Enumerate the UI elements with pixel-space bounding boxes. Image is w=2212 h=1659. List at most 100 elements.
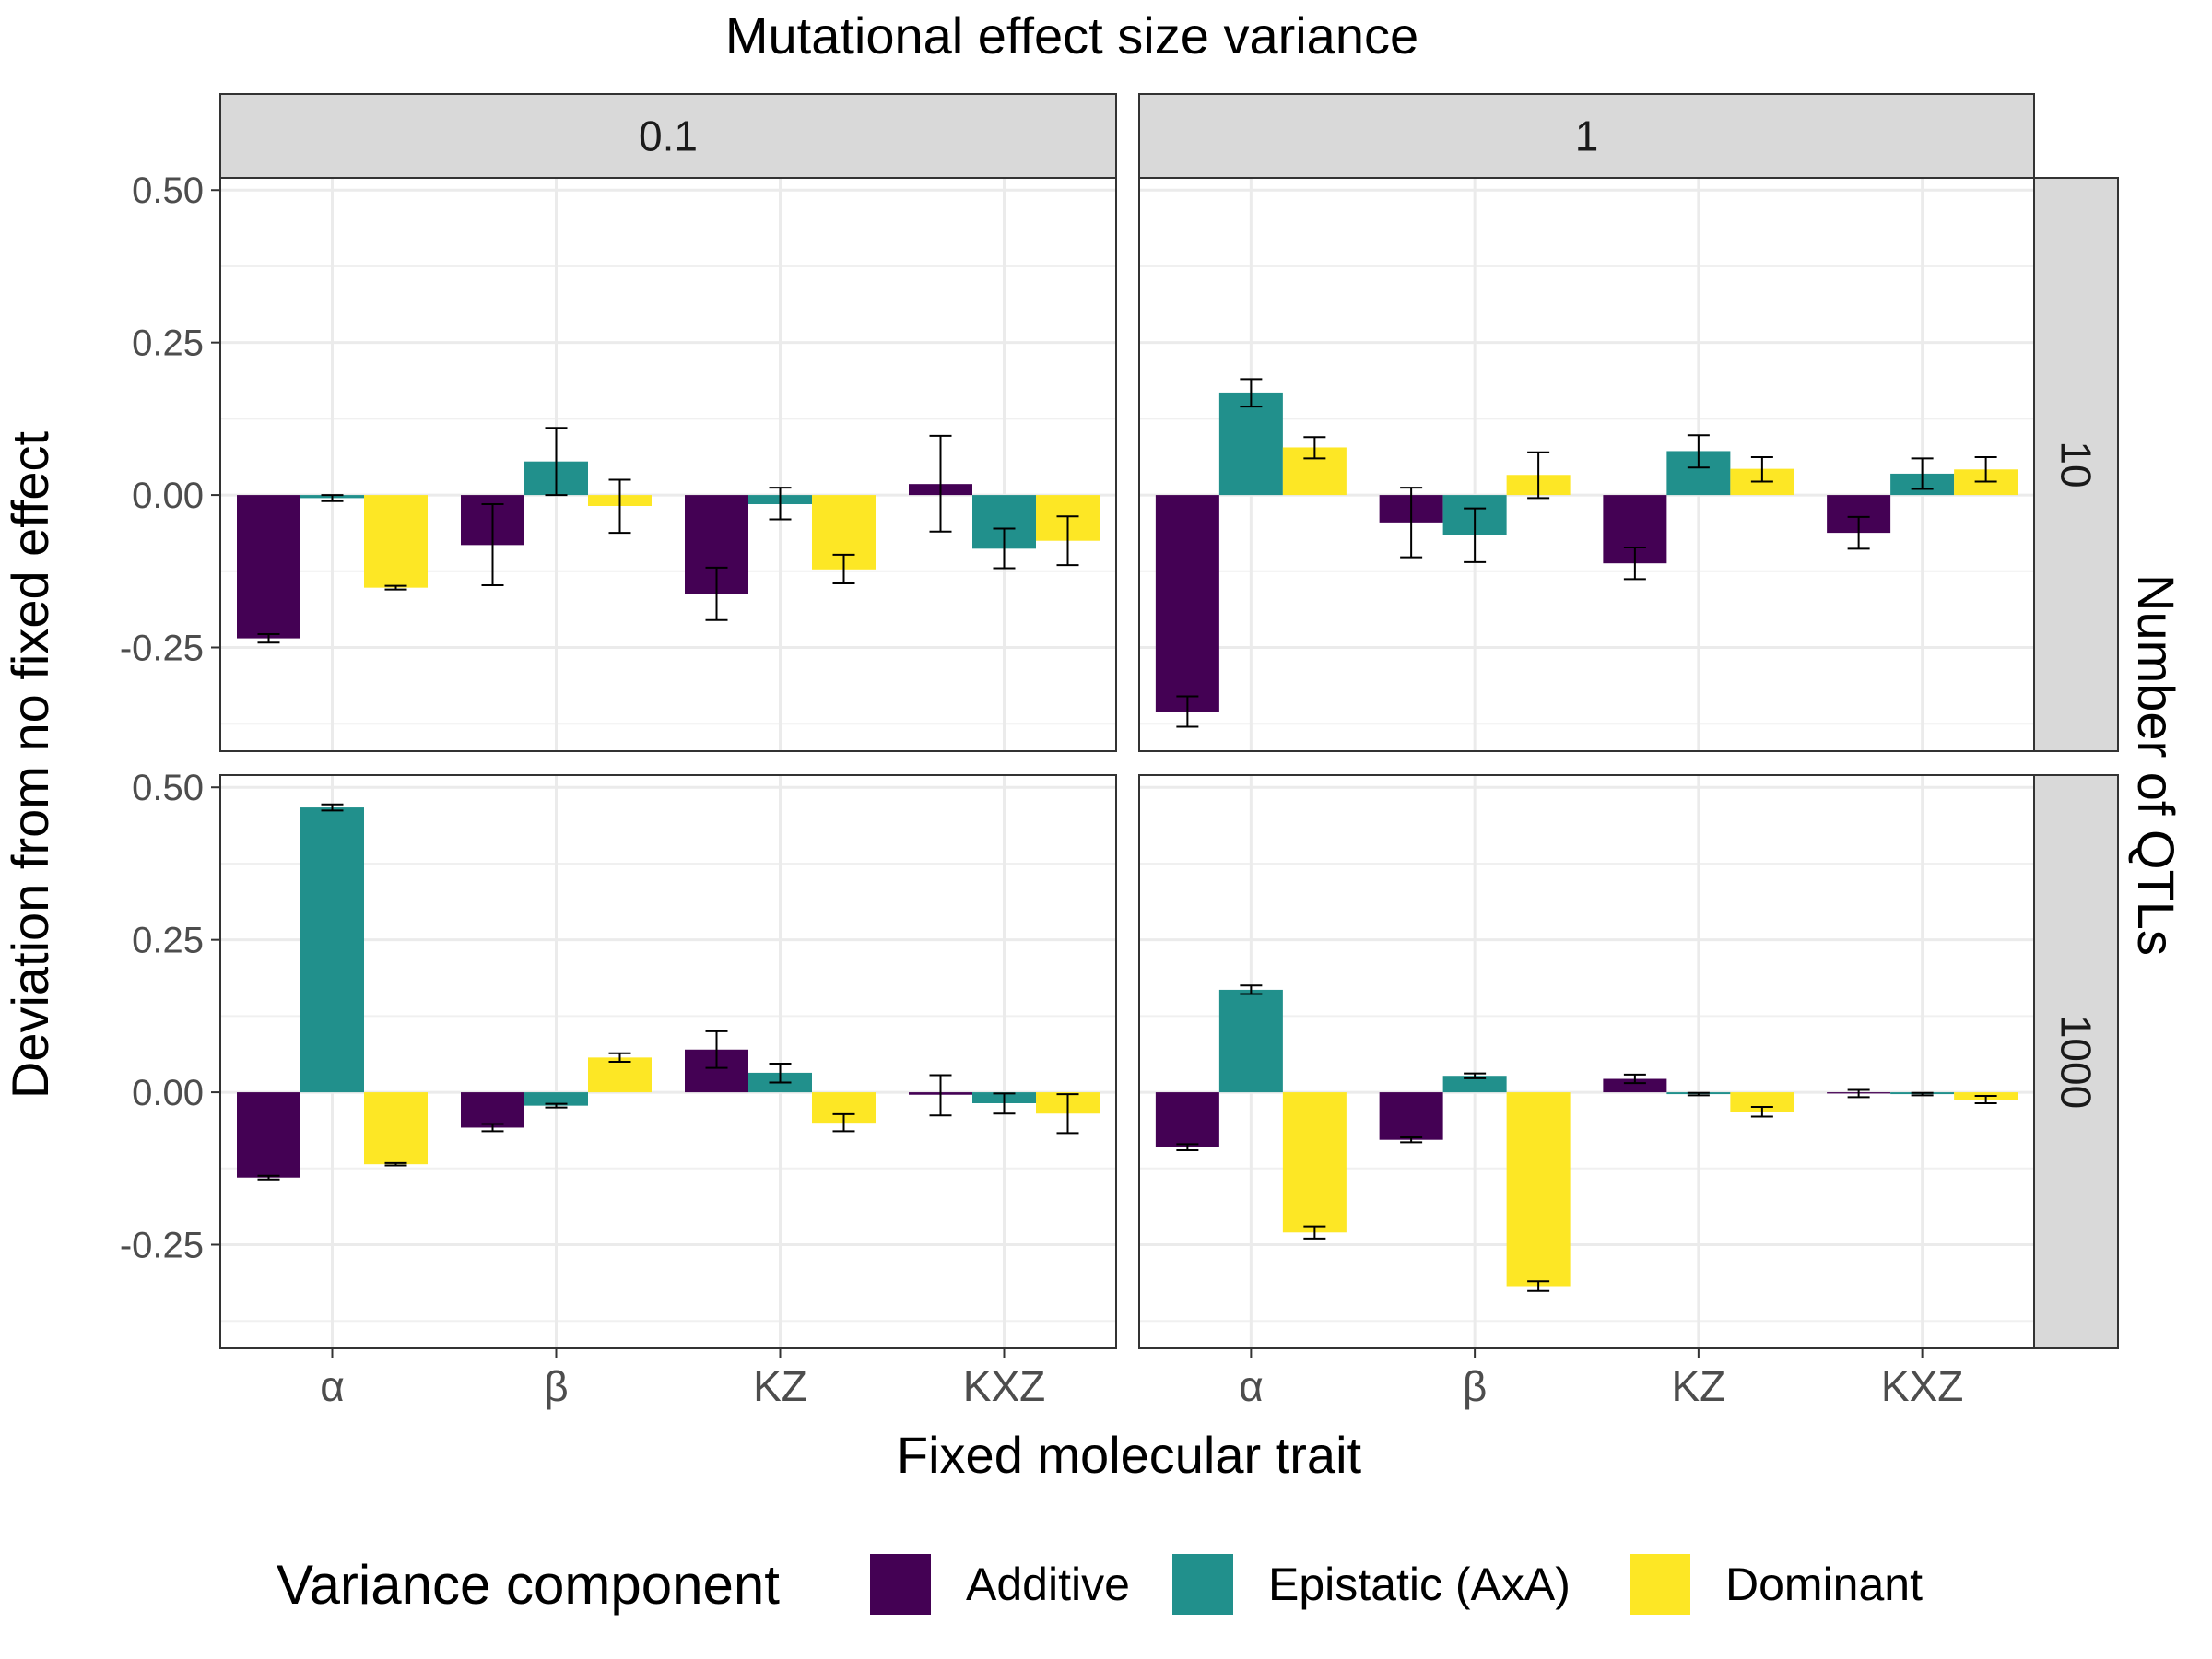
bar-epistatic-axa-β bbox=[1442, 1076, 1507, 1093]
error-bar-epistatic-axa-kz bbox=[769, 1062, 792, 1084]
bar-additive-α bbox=[1155, 495, 1219, 712]
legend-label-dominant: Dominant bbox=[1725, 1559, 1923, 1610]
y-tick-label: 0.25 bbox=[132, 324, 204, 364]
error-bar-epistatic-axa-kxz bbox=[1911, 457, 1934, 490]
error-bar-epistatic-axa-β bbox=[545, 427, 568, 497]
error-bar-epistatic-axa-kz bbox=[1687, 1091, 1710, 1097]
legend-title: Variance component bbox=[276, 1554, 780, 1616]
error-bar-additive-β bbox=[1400, 487, 1423, 559]
error-bar-dominant-α bbox=[1303, 1225, 1326, 1240]
col-facet-label-0-1: 0.1 bbox=[639, 112, 698, 160]
error-bar-dominant-α bbox=[1303, 436, 1326, 460]
error-bar-dominant-β bbox=[1527, 1280, 1550, 1292]
row-facet-label-10: 10 bbox=[2053, 441, 2100, 488]
row-facet-label-1000: 1000 bbox=[2053, 1015, 2100, 1109]
row-facet-strip-1000 bbox=[2033, 774, 2119, 1349]
error-bar-additive-α bbox=[257, 1174, 280, 1181]
y-tick-label: 0.50 bbox=[132, 171, 204, 211]
y-tick-label: -0.25 bbox=[120, 1226, 204, 1266]
error-bar-additive-kz bbox=[1623, 546, 1646, 581]
error-bar-dominant-kz bbox=[832, 553, 855, 585]
legend-item-additive: Additive bbox=[870, 1554, 1130, 1615]
error-bar-additive-kz bbox=[1623, 1073, 1646, 1085]
error-bar-epistatic-axa-kz bbox=[769, 487, 792, 521]
panel-1-1000-background bbox=[1139, 775, 2034, 1348]
error-bar-dominant-kz bbox=[1750, 1105, 1773, 1118]
bar-additive-α bbox=[237, 495, 300, 639]
legend-swatch-dominant bbox=[1630, 1554, 1690, 1615]
panel-1-1000: α β KZ KXZ bbox=[1138, 774, 2035, 1410]
x-tick-label-kz: KZ bbox=[1671, 1362, 1725, 1410]
y-tick-label: 0.00 bbox=[132, 1073, 204, 1113]
error-bar-dominant-β bbox=[1527, 451, 1550, 500]
error-bar-additive-β bbox=[481, 503, 504, 587]
bar-additive-α bbox=[1155, 1092, 1219, 1147]
error-bar-dominant-α bbox=[384, 1161, 407, 1167]
error-bar-epistatic-axa-β bbox=[545, 1102, 568, 1109]
error-bar-dominant-α bbox=[384, 584, 407, 591]
bar-dominant-kz bbox=[1730, 1092, 1794, 1112]
chart-title: Mutational effect size variance bbox=[725, 6, 1418, 65]
error-bar-epistatic-axa-β bbox=[1464, 1072, 1487, 1079]
bar-dominant-α bbox=[364, 495, 428, 588]
bar-additive-β bbox=[1379, 1092, 1443, 1140]
error-bar-dominant-β bbox=[608, 478, 631, 535]
bar-dominant-β bbox=[1506, 1092, 1571, 1287]
y-tick-label: 0.25 bbox=[132, 921, 204, 961]
error-bar-epistatic-axa-kz bbox=[1687, 434, 1710, 469]
col-facet-strip-1 bbox=[1138, 93, 2035, 179]
x-tick-label-α: α bbox=[320, 1362, 345, 1410]
legend: Variance component Additive Epistatic (Ax… bbox=[276, 1554, 1923, 1616]
error-bar-dominant-β bbox=[608, 1052, 631, 1063]
bar-additive-α bbox=[237, 1092, 300, 1178]
error-bar-additive-β bbox=[1400, 1136, 1423, 1144]
panel-1-1000-border bbox=[1138, 774, 2035, 1349]
error-bar-dominant-kxz bbox=[1974, 456, 1997, 483]
bar-epistatic-axa-α bbox=[1218, 989, 1283, 1093]
error-bar-additive-kxz bbox=[1847, 515, 1870, 550]
row-facet-title: Number of QTLs bbox=[2127, 574, 2185, 956]
bar-epistatic-axa-α bbox=[1218, 392, 1283, 496]
error-bar-epistatic-axa-α bbox=[321, 494, 344, 502]
x-tick-label-β: β bbox=[544, 1362, 568, 1410]
error-bar-dominant-kxz bbox=[1974, 1095, 1997, 1104]
panel-1-10-border bbox=[1138, 177, 2035, 752]
legend-item-dominant: Dominant bbox=[1630, 1554, 1923, 1615]
bar-additive-β bbox=[461, 1092, 524, 1128]
row-facet-strip-10 bbox=[2033, 177, 2119, 752]
error-bar-dominant-kxz bbox=[1056, 1093, 1079, 1135]
error-bar-epistatic-axa-kxz bbox=[993, 1092, 1016, 1115]
panel-0-1-10: 0.50 0.25 0.00 -0.25 bbox=[120, 171, 1117, 752]
x-tick-label-α: α bbox=[1239, 1362, 1264, 1410]
legend-item-epistatic-axa: Epistatic (AxA) bbox=[1172, 1554, 1571, 1615]
y-tick-label: 0.00 bbox=[132, 476, 204, 516]
error-bar-additive-kxz bbox=[929, 434, 952, 533]
error-bar-epistatic-axa-α bbox=[1240, 984, 1263, 995]
y-tick-label: -0.25 bbox=[120, 629, 204, 669]
bar-dominant-α bbox=[364, 1092, 428, 1165]
x-tick-label-kxz: KXZ bbox=[963, 1362, 1045, 1410]
error-bar-additive-α bbox=[1176, 1143, 1199, 1151]
bar-epistatic-axa-α bbox=[300, 807, 364, 1093]
panel-0-1-10-background bbox=[220, 178, 1116, 751]
panel-1-10 bbox=[1138, 177, 2035, 752]
error-bar-additive-α bbox=[257, 632, 280, 644]
panel-0-1-1000: 0.50 0.25 0.00 -0.25 α β KZ KXZ bbox=[120, 768, 1117, 1410]
y-tick-label: 0.50 bbox=[132, 768, 204, 808]
bar-epistatic-axa-β bbox=[524, 1092, 588, 1106]
col-facet-label-1: 1 bbox=[1575, 112, 1599, 160]
error-bar-additive-kz bbox=[705, 1030, 728, 1069]
bar-dominant-α bbox=[1282, 1092, 1347, 1233]
x-tick-label-β: β bbox=[1463, 1362, 1487, 1410]
error-bar-epistatic-axa-α bbox=[1240, 378, 1263, 408]
error-bar-epistatic-axa-kxz bbox=[993, 527, 1016, 570]
error-bar-additive-β bbox=[481, 1123, 504, 1133]
bar-additive-kz bbox=[1603, 1078, 1667, 1093]
error-bar-additive-kz bbox=[705, 566, 728, 621]
error-bar-epistatic-axa-α bbox=[321, 803, 344, 812]
y-axis-title: Deviation from no fixed effect bbox=[1, 430, 59, 1099]
legend-swatch-additive bbox=[870, 1554, 931, 1615]
error-bar-dominant-kz bbox=[832, 1112, 855, 1133]
legend-label-epistatic-axa: Epistatic (AxA) bbox=[1268, 1559, 1571, 1610]
